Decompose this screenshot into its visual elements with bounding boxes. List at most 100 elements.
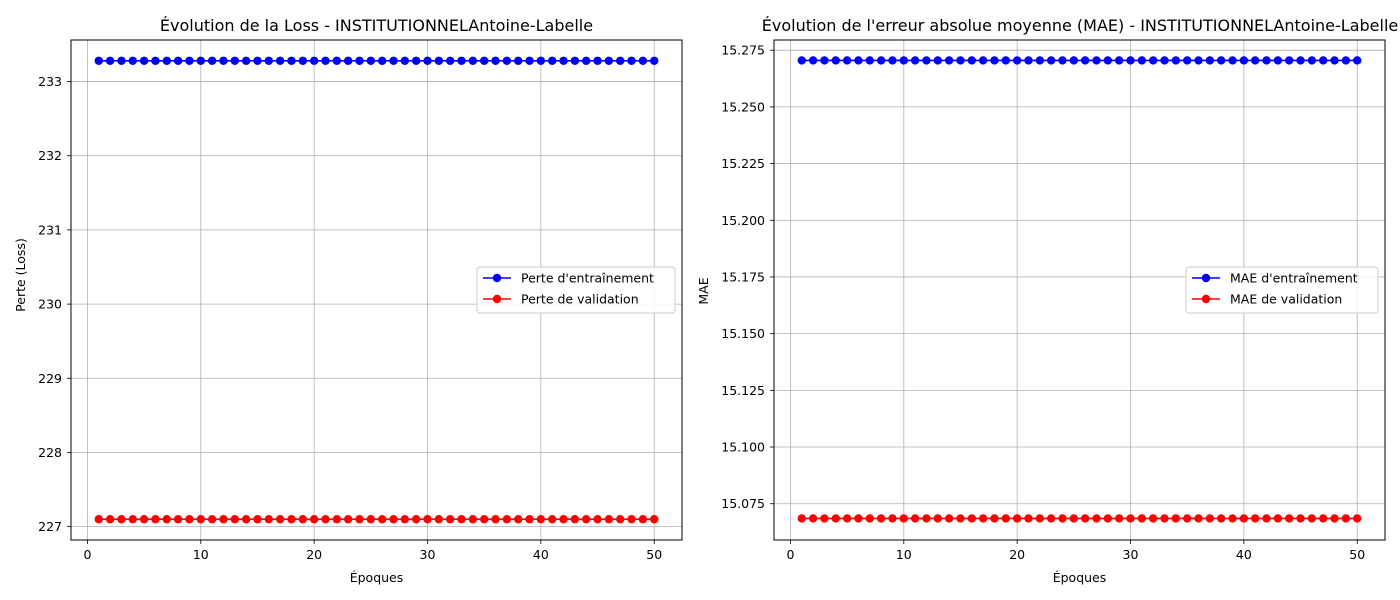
- mae-data-point: [888, 514, 897, 523]
- mae-data-point: [1103, 514, 1113, 523]
- mae-data-point: [1171, 514, 1181, 523]
- mae-plot-frame: [773, 39, 1386, 541]
- loss-data-point: [411, 56, 421, 65]
- loss-chart-title: Évolution de la Loss - INSTITUTIONNELAnt…: [160, 16, 593, 35]
- loss-chart: Évolution de la Loss - INSTITUTIONNELAnt…: [13, 16, 683, 585]
- mae-data-point: [944, 56, 954, 65]
- mae-data-point: [922, 514, 931, 523]
- loss-data-point: [536, 515, 546, 524]
- loss-legend-entry: Perte d'entraînement: [521, 271, 654, 286]
- mae-data-point: [1285, 514, 1294, 523]
- mae-data-point: [1160, 514, 1169, 523]
- mae-data-point: [1341, 514, 1351, 523]
- loss-data-point: [275, 56, 285, 65]
- loss-data-point: [128, 56, 137, 65]
- loss-data-point: [536, 56, 546, 65]
- loss-data-point: [479, 56, 489, 65]
- loss-data-point: [275, 515, 285, 524]
- loss-data-point: [355, 515, 364, 524]
- loss-data-point: [389, 56, 398, 65]
- loss-data-point: [559, 515, 568, 524]
- loss-data-point: [173, 515, 183, 524]
- mae-data-point: [1205, 56, 1215, 65]
- mae-data-point: [1012, 56, 1022, 65]
- loss-data-point: [434, 515, 444, 524]
- mae-x-tick-label: 10: [896, 547, 912, 562]
- loss-y-tick-label: 231: [38, 222, 62, 237]
- loss-data-point: [604, 515, 614, 524]
- mae-data-point: [956, 514, 965, 523]
- loss-data-point: [491, 56, 500, 65]
- loss-data-point: [411, 515, 421, 524]
- loss-data-point: [230, 515, 240, 524]
- loss-data-point: [525, 56, 534, 65]
- mae-data-point: [876, 56, 886, 65]
- loss-legend-entry: Perte de validation: [521, 292, 639, 307]
- mae-data-point: [1296, 56, 1305, 65]
- mae-data-point: [1273, 514, 1283, 523]
- loss-data-point: [253, 56, 262, 65]
- mae-data-point: [1341, 56, 1351, 65]
- mae-data-point: [865, 514, 874, 523]
- loss-data-point: [151, 515, 160, 524]
- mae-data-point: [1046, 514, 1056, 523]
- mae-data-point: [1205, 514, 1215, 523]
- mae-data-point: [1137, 514, 1147, 523]
- mae-data-point: [990, 514, 999, 523]
- mae-data-point: [1069, 56, 1079, 65]
- mae-data-point: [1092, 514, 1101, 523]
- mae-y-tick-label: 15.175: [721, 269, 765, 284]
- mae-data-point: [1035, 56, 1045, 65]
- mae-data-point: [1046, 56, 1056, 65]
- mae-data-point: [1069, 514, 1079, 523]
- loss-data-point: [548, 56, 557, 65]
- mae-data-point: [820, 514, 829, 523]
- loss-data-point: [582, 515, 591, 524]
- loss-data-point: [298, 56, 308, 65]
- loss-data-point: [479, 515, 489, 524]
- loss-data-point: [207, 56, 217, 65]
- mae-series-layer: [797, 56, 1362, 523]
- loss-data-point: [468, 515, 478, 524]
- loss-x-tick-label: 50: [646, 547, 662, 562]
- loss-y-tick-label: 230: [38, 297, 62, 312]
- loss-y-tick-label: 228: [38, 445, 62, 460]
- mae-x-tick-label: 50: [1349, 547, 1365, 562]
- mae-data-point: [854, 56, 863, 65]
- mae-data-point: [1285, 56, 1294, 65]
- mae-data-point: [1148, 56, 1158, 65]
- mae-data-point: [1012, 514, 1022, 523]
- loss-data-point: [616, 56, 625, 65]
- mae-data-point: [1058, 56, 1067, 65]
- mae-y-tick-label: 15.100: [721, 440, 765, 455]
- loss-data-point: [400, 56, 410, 65]
- loss-x-tick-label: 30: [420, 547, 436, 562]
- mae-data-point: [1001, 514, 1011, 523]
- mae-data-point: [1353, 56, 1362, 65]
- mae-data-point: [933, 514, 943, 523]
- mae-y-tick-label: 15.225: [721, 156, 765, 171]
- mae-data-point: [1194, 56, 1203, 65]
- mae-data-point: [1228, 56, 1237, 65]
- loss-data-point: [638, 56, 648, 65]
- mae-data-point: [842, 514, 852, 523]
- loss-data-point: [105, 515, 115, 524]
- loss-data-point: [445, 515, 455, 524]
- loss-data-point: [185, 56, 194, 65]
- loss-y-axis-label: Perte (Loss): [13, 238, 28, 312]
- mae-data-point: [1273, 56, 1283, 65]
- loss-x-tick-label: 40: [533, 547, 549, 562]
- mae-chart: Évolution de l'erreur absolue moyenne (M…: [696, 16, 1398, 585]
- mae-data-point: [910, 56, 920, 65]
- mae-data-point: [1262, 56, 1271, 65]
- mae-data-point: [1319, 56, 1328, 65]
- loss-series-layer: [94, 56, 659, 524]
- mae-data-point: [1160, 56, 1169, 65]
- mae-data-point: [967, 56, 977, 65]
- mae-data-point: [933, 56, 943, 65]
- loss-data-point: [559, 56, 568, 65]
- loss-data-point: [548, 515, 557, 524]
- mae-x-tick-label: 0: [786, 547, 794, 562]
- mae-data-point: [1114, 56, 1124, 65]
- mae-data-point: [1024, 514, 1033, 523]
